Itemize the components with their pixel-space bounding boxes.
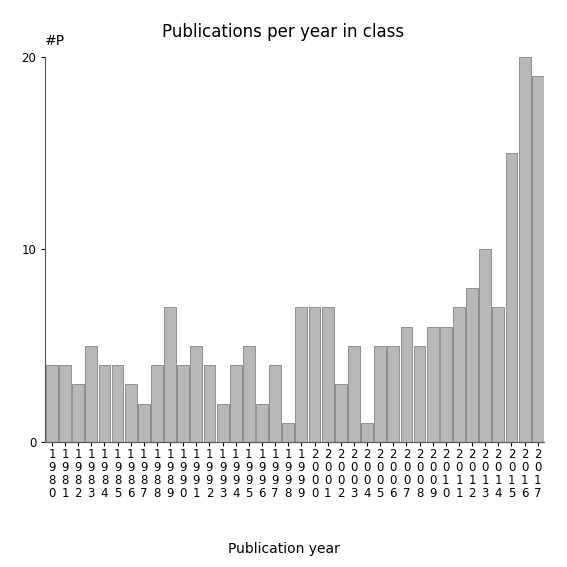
Bar: [138, 404, 150, 442]
Bar: [46, 365, 58, 442]
Bar: [321, 307, 333, 442]
Bar: [295, 307, 307, 442]
Bar: [269, 365, 281, 442]
Bar: [72, 384, 84, 442]
Bar: [493, 307, 504, 442]
Bar: [400, 327, 412, 442]
Bar: [164, 307, 176, 442]
Bar: [519, 57, 531, 442]
Bar: [466, 288, 478, 442]
Bar: [125, 384, 137, 442]
Bar: [453, 307, 465, 442]
Bar: [112, 365, 124, 442]
Bar: [177, 365, 189, 442]
Bar: [256, 404, 268, 442]
Bar: [99, 365, 111, 442]
Bar: [217, 404, 229, 442]
Bar: [387, 346, 399, 442]
Bar: [191, 346, 202, 442]
Bar: [361, 423, 373, 442]
Bar: [243, 346, 255, 442]
Text: #P: #P: [45, 34, 65, 48]
Text: Publications per year in class: Publications per year in class: [162, 23, 405, 41]
Bar: [151, 365, 163, 442]
Bar: [282, 423, 294, 442]
Bar: [532, 76, 544, 442]
Bar: [59, 365, 71, 442]
Bar: [86, 346, 97, 442]
Text: Publication year: Publication year: [227, 541, 340, 556]
Bar: [374, 346, 386, 442]
Bar: [308, 307, 320, 442]
Bar: [440, 327, 452, 442]
Bar: [230, 365, 242, 442]
Bar: [427, 327, 439, 442]
Bar: [348, 346, 360, 442]
Bar: [479, 249, 491, 442]
Bar: [335, 384, 346, 442]
Bar: [506, 153, 518, 442]
Bar: [204, 365, 215, 442]
Bar: [414, 346, 425, 442]
